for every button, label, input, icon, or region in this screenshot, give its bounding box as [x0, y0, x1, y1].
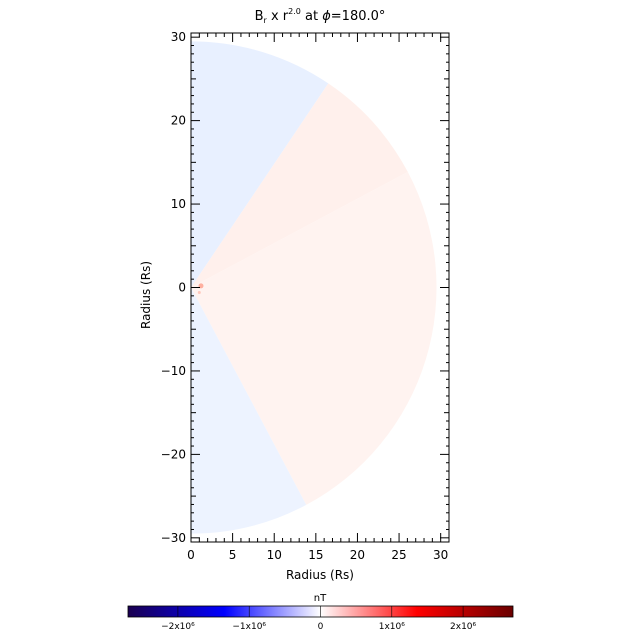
colorbar-label: nT: [314, 593, 327, 604]
x-tick-label: 0: [187, 548, 195, 562]
x-tick-label: 5: [229, 548, 237, 562]
title-value: =180.0°: [331, 9, 386, 24]
y-tick-label: −30: [161, 531, 186, 545]
x-tick-label: 30: [433, 548, 448, 562]
colorbar-ticks: −2x10⁶ −1x10⁶ 0 1x10⁶ 2x10⁶: [161, 606, 477, 632]
field-sectors: [191, 41, 437, 534]
x-tick-label: 15: [308, 548, 323, 562]
title-mid: x r: [267, 9, 289, 24]
y-tick-labels: −30 −20 −10 0 10 20 30: [161, 30, 186, 545]
colorbar-tick-label: −1x10⁶: [232, 622, 266, 632]
sector-1: [191, 83, 408, 288]
origin-dot: [197, 291, 201, 295]
colorbar-tick-label: −2x10⁶: [161, 622, 195, 632]
x-tick-labels: 0 5 10 15 20 25 30: [187, 548, 448, 562]
x-axis-label: Radius (Rs): [286, 568, 354, 582]
axis-ticks: [190, 33, 450, 542]
y-tick-label: 30: [171, 30, 186, 44]
x-tick-label: 20: [350, 548, 365, 562]
title-tail: at: [301, 9, 322, 24]
sector-3: [191, 287, 307, 534]
y-tick-label: −10: [161, 364, 186, 378]
title-sup: 2.0: [288, 7, 301, 16]
colorbar-tick-label: 1x10⁶: [379, 622, 406, 632]
colorbar-tick-label: 0: [318, 622, 324, 632]
colorbar-tick-label: 2x10⁶: [450, 622, 477, 632]
y-tick-label: 20: [171, 114, 186, 128]
sector-2: [191, 171, 437, 505]
y-axis-label: Radius (Rs): [139, 261, 153, 329]
y-tick-label: −20: [161, 447, 186, 461]
x-tick-label: 10: [267, 548, 282, 562]
y-tick-label: 10: [171, 197, 186, 211]
chart-title: Br x r2.0 at ϕ=180.0°: [255, 7, 386, 25]
title-phi: ϕ: [322, 9, 331, 24]
title-sub: r: [264, 16, 268, 25]
y-tick-label: 0: [178, 281, 186, 295]
x-tick-label: 25: [391, 548, 406, 562]
sector-0: [191, 41, 329, 288]
title-base: B: [255, 9, 264, 24]
